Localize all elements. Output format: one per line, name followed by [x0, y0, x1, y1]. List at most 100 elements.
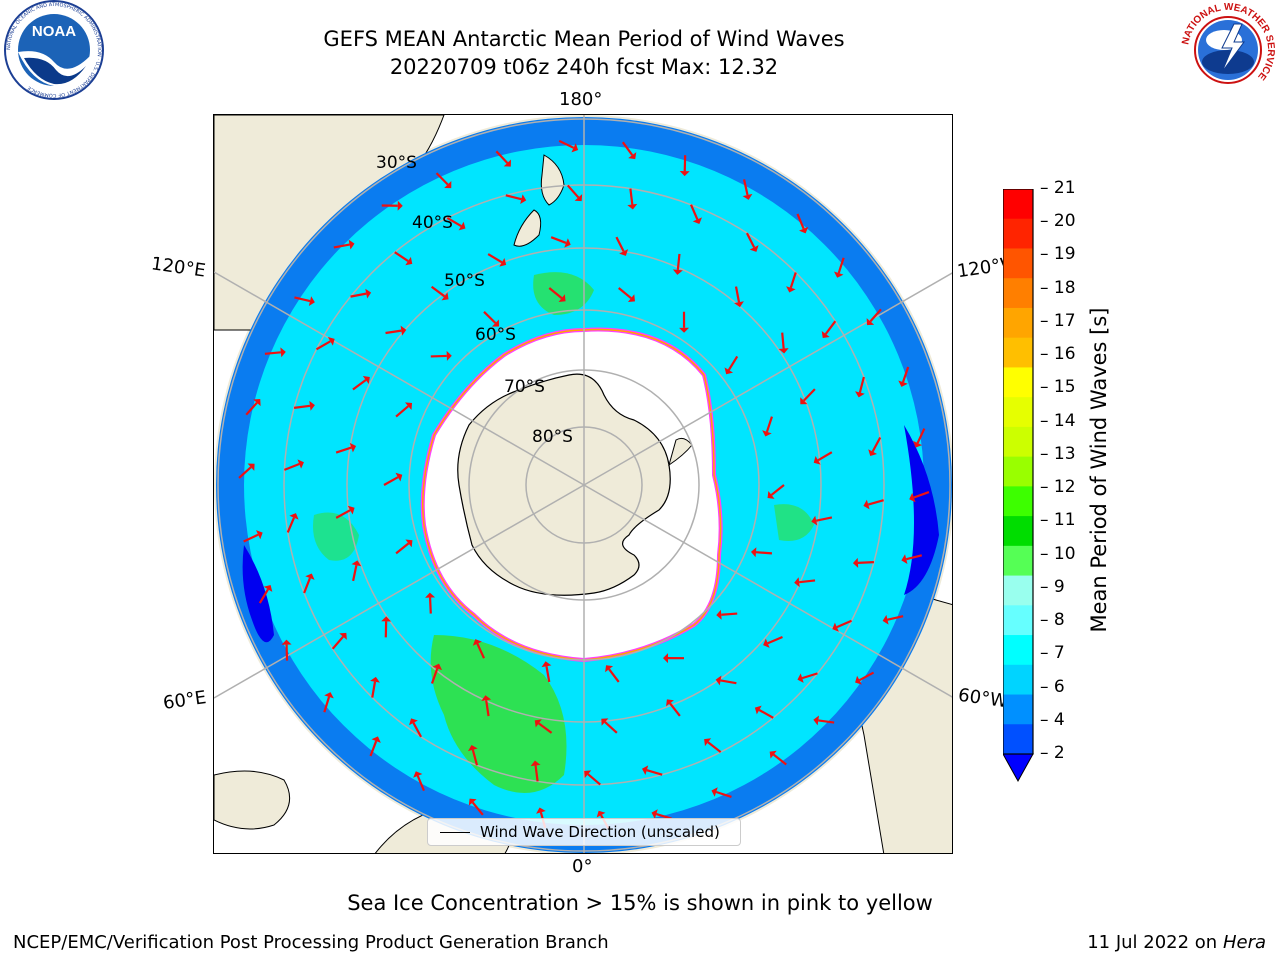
- meridian-lines: [214, 115, 952, 853]
- wave-direction-arrowhead: [868, 449, 878, 457]
- wave-direction-arrowhead: [499, 257, 507, 267]
- wave-direction-arrowhead: [619, 249, 629, 256]
- wave-direction-arrowhead: [247, 463, 255, 471]
- wave-direction-arrow: [430, 668, 439, 684]
- lat-label-30s: 30°S: [376, 153, 417, 173]
- wave-direction-arrowhead: [327, 336, 335, 346]
- colorbar-band: [1003, 337, 1033, 368]
- colorbar-band: [1003, 278, 1033, 309]
- ocean-low-period-east: [904, 425, 939, 595]
- wave-direction-arrowhead: [716, 609, 722, 620]
- wave-direction-arrowhead: [281, 639, 292, 645]
- wave-direction-arrowhead: [852, 557, 859, 568]
- wave-direction-arrowhead: [750, 547, 757, 558]
- wave-direction-arrowhead: [863, 499, 870, 510]
- colorbar-band: [1003, 367, 1033, 398]
- wave-direction-arrowhead: [898, 380, 908, 387]
- wave-direction-arrowhead: [882, 614, 889, 625]
- wave-direction-arrowhead: [813, 715, 819, 726]
- wave-direction-arrowhead: [534, 719, 542, 728]
- colorbar-band: [1003, 486, 1033, 517]
- wave-direction-arrowhead: [769, 750, 777, 759]
- colorbar: [1003, 189, 1034, 783]
- wave-direction-arrow: [416, 775, 425, 792]
- wave-direction-arrowhead: [405, 539, 413, 548]
- wave-direction-arrowhead: [503, 159, 511, 167]
- wave-direction-arrowhead: [405, 256, 413, 266]
- wave-direction-arrow: [331, 635, 344, 650]
- wave-direction-arrow: [383, 476, 399, 486]
- wind-wave-arrows: [238, 139, 930, 830]
- colorbar-band: [1003, 664, 1033, 696]
- noaa-logo: NOAA NATIONAL OCEANIC AND ATMOSPHERIC AD…: [4, 0, 104, 100]
- wave-direction-arrowhead: [763, 638, 770, 648]
- colorbar-tick-label: – 8: [1040, 610, 1065, 631]
- wave-direction-arrow: [350, 292, 367, 298]
- wave-direction-arrowhead: [289, 513, 299, 520]
- wave-direction-arrow: [385, 329, 402, 335]
- wave-direction-arrow: [615, 236, 625, 252]
- wave-direction-arrow: [905, 554, 923, 561]
- wave-direction-arrowhead: [347, 505, 355, 515]
- colorbar-tick-label: – 11: [1040, 510, 1076, 531]
- chart-subtitle-forecast: 20220709 t06z 240h fcst Max: 12.32: [389, 55, 779, 79]
- wave-direction-arrow: [689, 204, 699, 220]
- wave-direction-arrow: [837, 257, 845, 274]
- wave-direction-arrow: [836, 619, 852, 629]
- wave-direction-arrowhead: [558, 294, 566, 303]
- colorbar-band: [1003, 307, 1033, 339]
- lon-label-0: 0°: [572, 856, 593, 877]
- wave-direction-arrowhead: [309, 400, 315, 411]
- wave-direction-arrowhead: [786, 286, 796, 293]
- colorbar-band: [1003, 724, 1033, 755]
- wave-direction-arrowhead: [468, 744, 478, 752]
- wave-direction-arrowhead: [832, 622, 839, 632]
- colorbar-band: [1003, 218, 1033, 249]
- wave-direction-arrow: [669, 702, 681, 717]
- wave-direction-arrow: [867, 499, 884, 506]
- wave-direction-arrow: [796, 213, 805, 230]
- wave-direction-arrowhead: [734, 301, 744, 308]
- colorbar-band: [1003, 248, 1033, 279]
- wave-direction-arrowhead: [724, 367, 734, 375]
- wave-direction-arrow: [333, 243, 350, 249]
- wave-direction-arrow: [801, 672, 818, 680]
- wave-direction-arrow: [335, 446, 352, 454]
- credit-text: NCEP/EMC/Verification Post Processing Pr…: [13, 932, 609, 953]
- wave-direction-arrow: [323, 696, 331, 713]
- wave-direction-arrow: [781, 332, 785, 349]
- wave-direction-arrow: [335, 509, 351, 519]
- antarctica-land: [457, 373, 671, 596]
- wave-direction-arrowhead: [596, 810, 606, 818]
- wave-direction-arrowhead: [627, 203, 638, 210]
- wave-direction-arrow: [721, 612, 738, 616]
- wave-direction-arrowhead: [520, 194, 527, 205]
- colorbar-tick-label: – 13: [1040, 443, 1076, 464]
- sea-ice-note: Sea Ice Concentration > 15% is shown in …: [347, 891, 933, 915]
- wave-direction-arrowhead: [362, 376, 370, 385]
- wave-direction-arrowhead: [742, 193, 753, 200]
- wave-direction-arrowhead: [458, 221, 466, 231]
- wave-direction-arrowhead: [381, 616, 392, 622]
- colorbar-band: [1003, 456, 1033, 487]
- colorbar-band: [1003, 397, 1033, 428]
- colorbar-tick-label: – 20: [1040, 211, 1076, 232]
- wave-direction-arrowhead: [365, 288, 372, 299]
- wave-direction-arrow: [676, 253, 681, 270]
- wave-direction-arrow: [286, 517, 295, 533]
- ocean-low-period-west: [242, 545, 274, 643]
- wave-direction-arrowhead: [324, 692, 334, 699]
- wave-direction-arrow: [430, 354, 447, 358]
- wave-direction-arrowhead: [584, 770, 592, 779]
- wave-direction-arrow: [824, 320, 837, 335]
- wave-direction-arrow: [487, 253, 503, 264]
- wave-direction-arrow: [587, 773, 601, 786]
- wave-direction-arrow: [538, 722, 553, 734]
- colorbar-tick-label: – 14: [1040, 410, 1076, 431]
- wave-direction-arrowhead: [468, 798, 477, 806]
- lat-label-70s: 70°S: [504, 377, 545, 397]
- wave-direction-arrow: [264, 351, 281, 355]
- wave-direction-arrow: [887, 615, 904, 621]
- wave-direction-arrow: [548, 287, 563, 299]
- wave-direction-arrowhead: [297, 459, 304, 469]
